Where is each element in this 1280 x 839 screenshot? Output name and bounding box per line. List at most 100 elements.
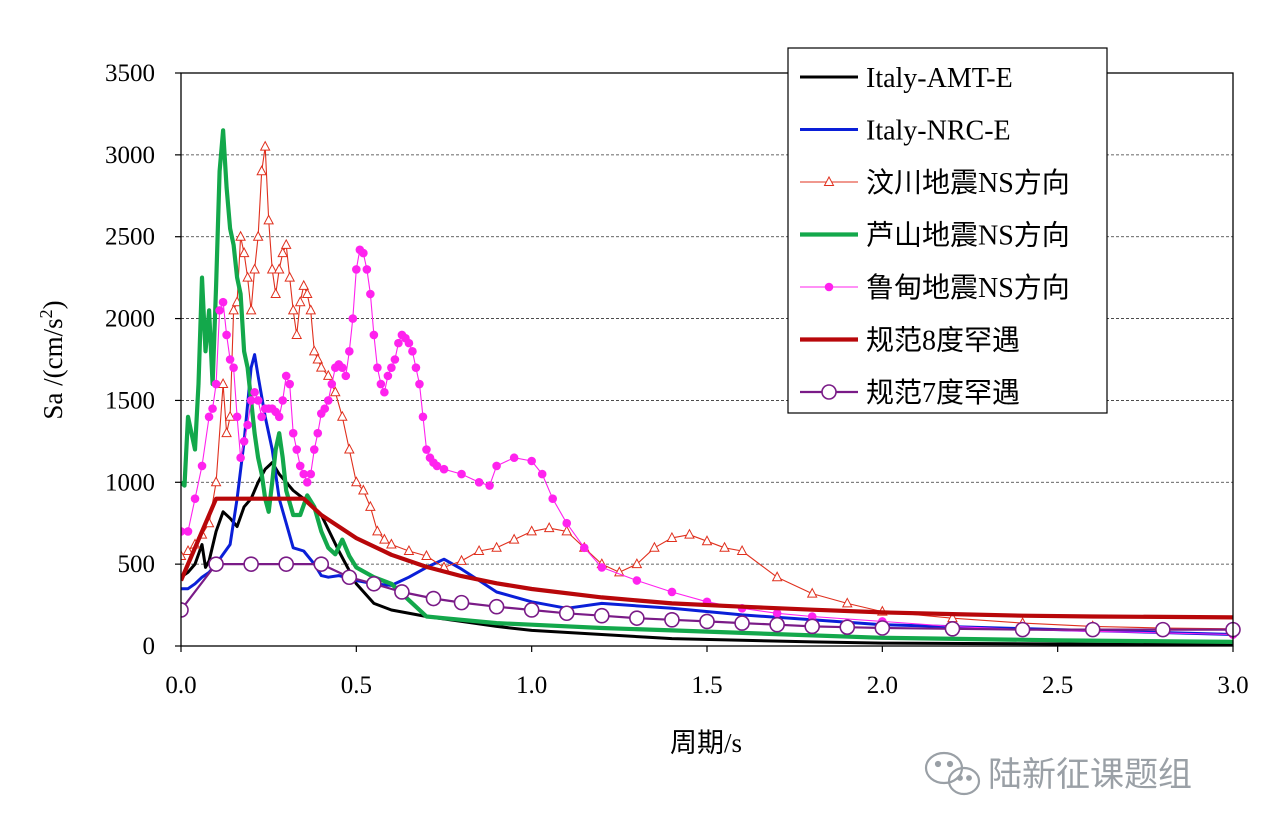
data-point <box>301 287 313 299</box>
data-point <box>379 533 390 544</box>
data-point <box>210 476 222 487</box>
data-point <box>629 610 645 626</box>
data-point <box>418 412 428 422</box>
data-point <box>235 230 246 241</box>
axes <box>175 72 1234 652</box>
data-point <box>338 363 347 372</box>
series-line <box>181 496 1234 620</box>
legend-item-6: 规范7度罕遇 <box>800 377 1020 409</box>
data-point <box>250 387 259 397</box>
data-point <box>358 484 369 495</box>
legend-label: Italy-NRC-E <box>866 116 1011 147</box>
data-point <box>701 535 713 546</box>
data-point <box>183 527 193 536</box>
data-point <box>411 363 421 372</box>
data-point <box>249 263 260 274</box>
data-point <box>383 371 393 381</box>
y-tick-label: 3000 <box>105 142 155 169</box>
data-point <box>181 549 187 560</box>
legend-label: Italy-AMT-E <box>866 63 1013 94</box>
data-point <box>238 247 250 258</box>
data-point <box>874 620 891 636</box>
data-point <box>295 461 305 471</box>
legend-label: 汶川地震NS方向 <box>866 167 1070 199</box>
data-point <box>259 140 271 151</box>
x-tick-label: 1.0 <box>516 672 547 699</box>
data-point <box>217 377 229 389</box>
data-point <box>456 554 467 565</box>
data-point <box>394 338 403 348</box>
legend-item-4: 鲁甸地震NS方向 <box>800 272 1070 304</box>
legend-marker <box>823 175 835 186</box>
legend-box <box>787 47 1108 414</box>
data-point <box>537 469 547 479</box>
data-point <box>320 404 330 413</box>
data-point <box>253 396 263 405</box>
legend-label: 规范7度罕遇 <box>866 377 1020 409</box>
data-point <box>365 500 376 511</box>
data-point <box>807 612 817 621</box>
data-point <box>485 481 494 490</box>
x-tick-label: 1.5 <box>691 672 722 699</box>
data-point <box>562 518 572 528</box>
data-point <box>243 420 252 430</box>
data-point <box>699 613 715 630</box>
data-point <box>473 544 485 556</box>
data-point <box>336 410 348 421</box>
legend-label: 规范8度罕遇 <box>866 325 1020 357</box>
legend-marker <box>821 384 837 400</box>
data-point <box>299 469 309 479</box>
series-line <box>181 128 1234 644</box>
data-point <box>649 541 660 552</box>
tick-labels: 0 500 1000 1500 2000 2500 3000 3500 0.0 0.5 1.0 1.5… <box>105 60 1249 699</box>
x-tick-label: 2.5 <box>1042 672 1073 699</box>
data-point <box>308 345 320 356</box>
data-point <box>523 602 540 618</box>
data-point <box>313 556 330 572</box>
data-point <box>298 279 310 290</box>
data-point <box>292 445 302 454</box>
data-point <box>278 556 295 572</box>
data-point <box>421 549 432 560</box>
data-point <box>270 287 282 299</box>
y-tick-label: 500 <box>118 551 156 578</box>
data-point <box>273 263 285 274</box>
data-point <box>491 541 502 552</box>
data-point <box>394 584 410 600</box>
data-point <box>280 238 292 249</box>
data-point <box>281 371 291 381</box>
data-point <box>341 569 358 586</box>
legend-item-1: Italy-NRC-E <box>800 116 1011 147</box>
y-tick-label: 3500 <box>105 60 155 87</box>
data-point <box>841 597 853 608</box>
data-point <box>197 461 207 471</box>
data-point <box>329 386 341 397</box>
data-point <box>376 379 386 389</box>
data-point <box>246 396 256 405</box>
data-point <box>631 558 643 569</box>
data-point <box>236 453 245 463</box>
data-point <box>432 461 442 471</box>
data-point <box>181 602 189 618</box>
data-point <box>287 304 299 315</box>
data-point <box>366 575 382 592</box>
data-point <box>215 306 224 315</box>
data-point <box>558 605 575 622</box>
data-point <box>274 412 284 422</box>
data-point <box>242 271 253 282</box>
data-point <box>343 443 355 454</box>
data-point <box>312 353 324 364</box>
data-point <box>614 566 625 577</box>
series-line <box>181 461 1234 647</box>
x-tick-label: 0.0 <box>165 672 196 699</box>
data-point <box>362 265 372 274</box>
data-point <box>527 456 536 466</box>
data-point <box>322 369 334 380</box>
series-6 <box>181 556 1241 638</box>
legend-marker <box>824 282 834 292</box>
data-point <box>284 271 296 282</box>
data-point <box>263 214 274 225</box>
data-point <box>221 427 232 438</box>
data-point <box>345 347 354 356</box>
data-point <box>228 304 239 315</box>
